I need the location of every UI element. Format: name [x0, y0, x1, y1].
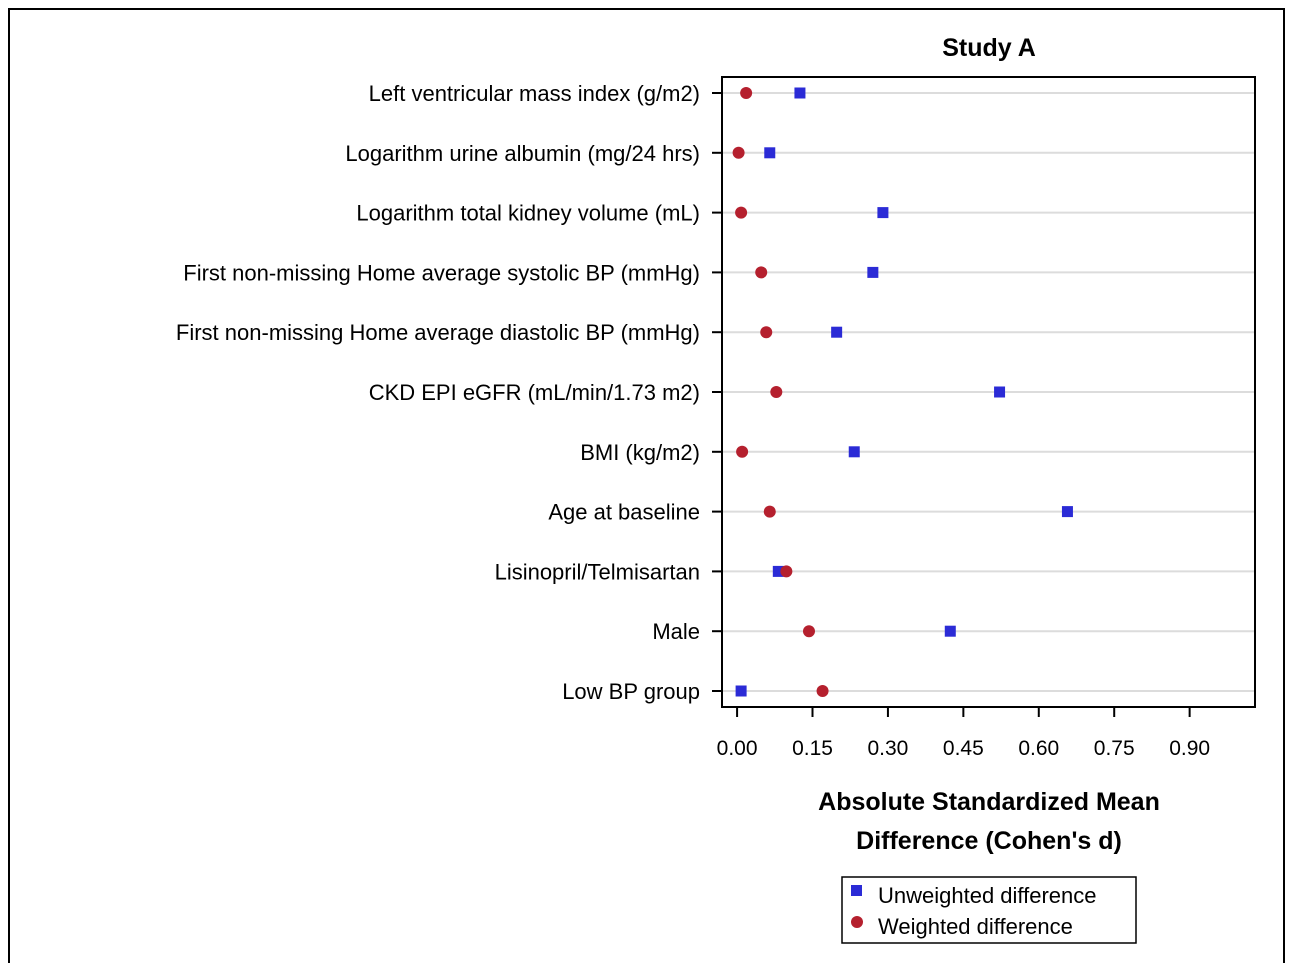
x-axis-title-line-1: Absolute Standardized Mean — [818, 788, 1160, 816]
category-label: Left ventricular mass index (g/m2) — [369, 81, 700, 106]
weighted-point — [816, 685, 829, 697]
weighted-point — [802, 625, 815, 638]
x-tick-label: 0.30 — [867, 737, 908, 760]
x-tick-label: 0.15 — [792, 737, 833, 760]
legend-box — [841, 876, 1137, 944]
unweighted-point — [848, 446, 860, 458]
unweighted-point — [867, 266, 879, 278]
chart-title: Study A — [942, 34, 1036, 62]
unweighted-point — [831, 326, 843, 338]
category-label: Low BP group — [562, 679, 700, 704]
x-tick-label: 0.60 — [1018, 737, 1059, 760]
legend-circle-marker — [851, 916, 863, 928]
legend-square-marker — [851, 885, 862, 896]
unweighted-point — [735, 685, 747, 697]
unweighted-point — [764, 147, 776, 159]
category-label: BMI (kg/m2) — [580, 440, 700, 465]
legend-label-weighted: Weighted difference — [878, 914, 1073, 939]
y-axis-ticks — [712, 92, 722, 692]
weighted-point — [763, 505, 776, 518]
weighted-point — [770, 386, 783, 398]
data-markers — [732, 87, 1073, 697]
legend: Unweighted difference Weighted differenc… — [841, 876, 1137, 944]
category-label: Male — [652, 619, 700, 644]
weighted-point — [755, 266, 768, 279]
weighted-point — [780, 565, 793, 578]
category-label: First non-missing Home average systolic … — [183, 260, 700, 285]
weighted-point — [735, 206, 748, 219]
unweighted-point — [794, 87, 806, 99]
unweighted-point — [1061, 506, 1073, 518]
x-tick-label: 0.75 — [1094, 737, 1135, 760]
legend-label-unweighted: Unweighted difference — [878, 883, 1097, 908]
figure-frame — [8, 8, 1285, 963]
weighted-point — [740, 87, 753, 99]
x-axis-title-line-2: Difference (Cohen's d) — [856, 827, 1122, 855]
category-label: First non-missing Home average diastolic… — [176, 320, 700, 345]
x-tick-label: 0.90 — [1169, 737, 1210, 760]
x-tick-label: 0.45 — [943, 737, 984, 760]
x-axis-ticks: 0.00 0.15 0.30 0.45 0.60 0.75 0.90 — [717, 707, 1210, 760]
category-label: Logarithm urine albumin (mg/24 hrs) — [345, 141, 700, 166]
category-label: Lisinopril/Telmisartan — [495, 559, 700, 584]
unweighted-point — [877, 207, 889, 219]
weighted-point — [736, 445, 749, 458]
unweighted-point — [994, 386, 1006, 398]
category-label: CKD EPI eGFR (mL/min/1.73 m2) — [369, 380, 700, 405]
x-tick-label: 0.00 — [717, 737, 758, 760]
category-label: Age at baseline — [548, 500, 700, 525]
weighted-point — [760, 326, 773, 339]
weighted-point — [732, 146, 745, 159]
category-label: Logarithm total kidney volume (mL) — [356, 201, 700, 226]
unweighted-point — [944, 625, 956, 637]
unweighted-point — [772, 565, 784, 577]
gridlines — [722, 92, 1255, 692]
category-labels: Left ventricular mass index (g/m2) Logari… — [176, 81, 700, 704]
